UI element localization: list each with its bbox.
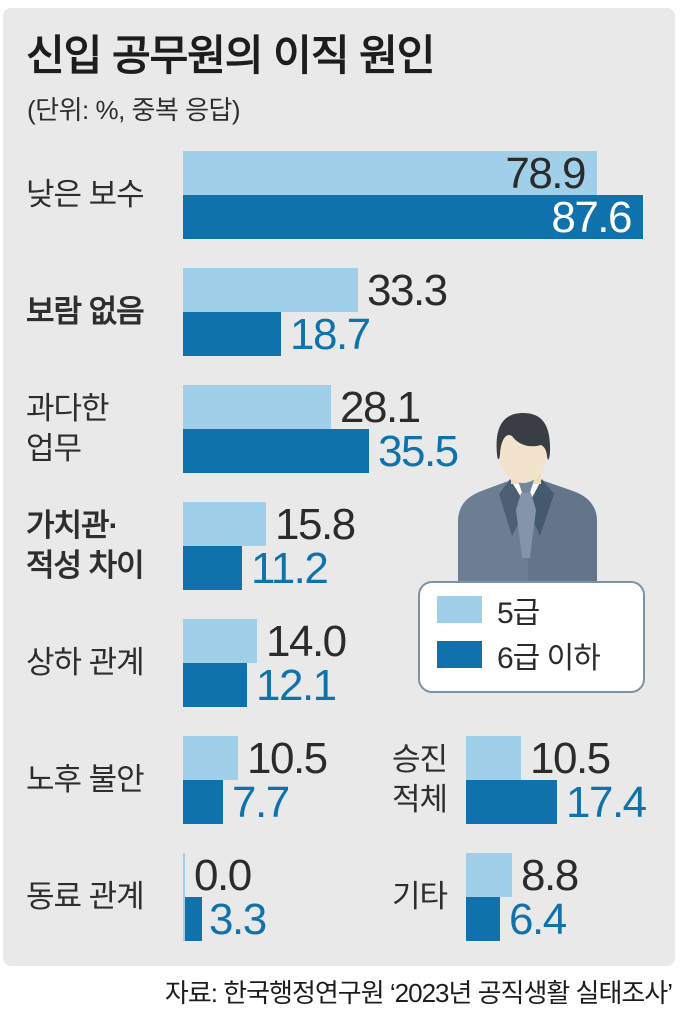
legend: 5급 6급 이하 bbox=[418, 581, 645, 693]
value-grade5: 8.8 bbox=[521, 851, 579, 900]
bar-group: 보람 없음 33.3 18.7 bbox=[0, 266, 680, 359]
bar-grade5 bbox=[466, 853, 512, 897]
value-grade5: 33.3 bbox=[367, 266, 448, 315]
legend-label-grade6: 6급 이하 bbox=[497, 641, 601, 675]
value-grade6: 87.6 bbox=[551, 193, 632, 242]
bar-grade5 bbox=[466, 736, 521, 780]
value-grade6: 3.3 bbox=[209, 895, 267, 944]
bar-grade6 bbox=[183, 546, 242, 590]
bar-group: 동료 관계 0.0 3.3 bbox=[0, 851, 680, 944]
bar-grade6 bbox=[183, 780, 223, 824]
legend-label-grade5: 5급 bbox=[497, 596, 540, 630]
bar-grade6 bbox=[466, 897, 500, 941]
source-note: 자료: 한국행정연구원 ‘2023년 공직생활 실태조사’ bbox=[164, 978, 673, 1008]
value-grade5: 14.0 bbox=[266, 617, 347, 666]
legend-swatch-grade6 bbox=[437, 641, 482, 668]
bar-grade5 bbox=[183, 268, 358, 312]
legend-item-grade5: 5급 bbox=[437, 596, 643, 630]
value-grade6: 11.2 bbox=[251, 544, 329, 593]
bar-grade6 bbox=[183, 312, 281, 356]
bar-group: 가치관· 적성 차이 15.8 11.2 bbox=[0, 500, 680, 593]
value-grade5: 15.8 bbox=[275, 500, 356, 549]
source-bar: 자료: 한국행정연구원 ‘2023년 공직생활 실태조사’ bbox=[0, 966, 680, 1017]
value-grade6: 17.4 bbox=[566, 778, 647, 827]
chart-subtitle: (단위: %, 중복 응답) bbox=[27, 95, 241, 125]
bar-group: 상하 관계 14.0 12.1 bbox=[0, 617, 680, 710]
category-label: 노후 불안 bbox=[26, 762, 145, 798]
value-grade6: 12.1 bbox=[256, 661, 337, 710]
bar-group: 과다한 업무 28.1 35.5 bbox=[0, 383, 680, 476]
category-label: 가치관· 적성 차이 bbox=[26, 508, 145, 583]
businessman-illustration bbox=[458, 413, 597, 608]
value-grade6: 18.7 bbox=[290, 310, 371, 359]
bar-grade6 bbox=[183, 195, 643, 239]
legend-swatch-grade5 bbox=[437, 596, 482, 623]
person-tie-knot bbox=[518, 480, 534, 493]
category-label: 보람 없음 bbox=[26, 294, 145, 330]
bar-grade5 bbox=[183, 736, 238, 780]
bar-grade6 bbox=[183, 429, 369, 473]
value-grade5: 28.1 bbox=[340, 383, 421, 432]
bar-grade5 bbox=[183, 853, 185, 941]
bar-grade5 bbox=[183, 385, 331, 429]
value-grade5: 10.5 bbox=[530, 734, 611, 783]
category-label: 기타 bbox=[392, 879, 448, 915]
person-tie bbox=[516, 493, 536, 558]
bar-grade6 bbox=[466, 780, 557, 824]
category-label: 과다한 업무 bbox=[26, 391, 110, 466]
category-label: 상하 관계 bbox=[26, 645, 145, 681]
bar-grade6 bbox=[183, 663, 247, 707]
bar-group: 기타 8.8 6.4 bbox=[0, 851, 680, 944]
value-grade5: 10.5 bbox=[247, 734, 328, 783]
value-grade6: 35.5 bbox=[378, 427, 459, 476]
bar-grade5 bbox=[183, 151, 597, 195]
person-hair bbox=[496, 413, 551, 460]
person-lapel-left bbox=[499, 479, 527, 536]
bar-grade6 bbox=[185, 897, 202, 941]
category-label: 동료 관계 bbox=[26, 879, 145, 915]
bar-grade5 bbox=[183, 502, 266, 546]
bar-group: 노후 불안 10.5 7.7 bbox=[0, 734, 680, 827]
bar-group: 승진 적체 10.5 17.4 bbox=[0, 734, 680, 827]
value-grade5: 0.0 bbox=[194, 851, 252, 900]
legend-item-grade6: 6급 이하 bbox=[437, 641, 643, 675]
value-grade5: 78.9 bbox=[505, 149, 586, 198]
bar-grade5 bbox=[183, 619, 257, 663]
category-label: 승진 적체 bbox=[392, 742, 448, 817]
value-grade6: 7.7 bbox=[232, 778, 290, 827]
category-label: 낮은 보수 bbox=[26, 177, 145, 213]
value-grade6: 6.4 bbox=[509, 895, 567, 944]
bar-group: 낮은 보수 78.9 87.6 bbox=[0, 149, 680, 242]
chart-title: 신입 공무원의 이직 원인 bbox=[26, 32, 435, 79]
